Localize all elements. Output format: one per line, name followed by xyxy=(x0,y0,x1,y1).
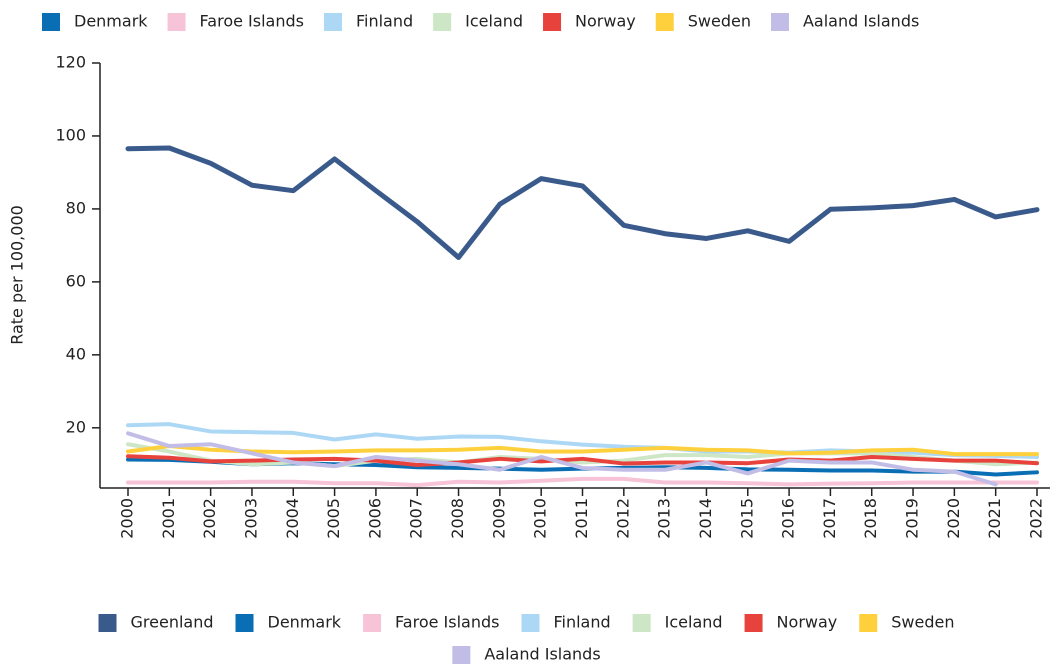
x-tick-label: 2005 xyxy=(324,498,343,539)
legend-item: Iceland xyxy=(632,613,723,632)
series-line xyxy=(126,444,1039,457)
y-tick-label: 100 xyxy=(55,125,86,144)
series-line xyxy=(126,476,1039,488)
legend-swatch xyxy=(632,614,651,632)
series-line xyxy=(125,145,1040,260)
legend-label: Aaland Islands xyxy=(803,12,919,31)
x-tick-label: 2003 xyxy=(241,498,260,539)
x-tick-label: 2008 xyxy=(448,498,467,539)
legend-label: Norway xyxy=(575,12,636,31)
x-tick-label: 2017 xyxy=(820,498,839,539)
legend-label: Greenland xyxy=(131,613,214,632)
x-tick-label: 2006 xyxy=(365,498,384,539)
x-tick-label: 2010 xyxy=(531,498,550,539)
legend-item: Sweden xyxy=(655,12,751,31)
legend-swatch xyxy=(543,13,562,31)
legend-label: Faroe Islands xyxy=(200,12,304,31)
legend-item: Finland xyxy=(521,613,611,632)
legend-label: Finland xyxy=(553,613,610,632)
legend-label: Iceland xyxy=(665,613,723,632)
x-tick-label: 2009 xyxy=(489,498,508,539)
legend-item: Finland xyxy=(323,12,413,31)
x-tick-label: 2012 xyxy=(613,498,632,539)
legend-item: Sweden xyxy=(859,613,954,632)
x-tick-label: 2014 xyxy=(696,498,715,539)
y-tick-label: 20 xyxy=(66,417,86,436)
x-tick-label: 2004 xyxy=(283,498,302,539)
top-legend: Denmark Faroe Islands Finland Iceland Norway… xyxy=(42,12,919,31)
legend-item: Aaland Islands xyxy=(770,12,919,31)
x-tick-label: 2019 xyxy=(903,498,922,539)
y-tick-label: 80 xyxy=(66,198,86,217)
legend-item: Norway xyxy=(744,613,838,632)
legend-swatch xyxy=(167,13,186,31)
legend-item: Denmark xyxy=(42,12,148,31)
series-line xyxy=(126,431,998,487)
legend-label: Denmark xyxy=(74,12,148,31)
y-tick-label: 60 xyxy=(66,271,86,290)
y-tick-label: 40 xyxy=(66,344,86,363)
legend-swatch xyxy=(859,614,878,632)
x-tick-label: 2016 xyxy=(779,498,798,539)
legend-item: Faroe Islands xyxy=(363,613,499,632)
legend-label: Norway xyxy=(777,613,838,632)
x-tick-label: 2013 xyxy=(655,498,674,539)
x-tick-label: 2021 xyxy=(985,498,1004,539)
legend-item: Faroe Islands xyxy=(167,12,304,31)
y-tick-label: 120 xyxy=(55,53,86,72)
x-tick-label: 2015 xyxy=(737,498,756,539)
legend-swatch xyxy=(521,614,540,632)
x-tick-label: 2002 xyxy=(200,498,219,539)
series-line xyxy=(126,442,1039,469)
legend-label: Sweden xyxy=(688,12,751,31)
y-axis-label: Rate per 100,000 xyxy=(8,205,27,345)
x-tick-label: 2011 xyxy=(572,498,591,539)
legend-label: Faroe Islands xyxy=(395,613,499,632)
x-tick-label: 2000 xyxy=(118,498,137,539)
legend-label: Iceland xyxy=(465,12,523,31)
legend-swatch xyxy=(98,614,117,632)
legend-label: Aaland Islands xyxy=(484,645,600,664)
legend-item: Greenland xyxy=(98,613,214,632)
legend-swatch xyxy=(323,13,342,31)
x-tick-label: 2018 xyxy=(861,498,880,539)
x-tick-label: 2020 xyxy=(944,498,963,539)
legend-swatch xyxy=(655,13,674,31)
legend-label: Finland xyxy=(356,12,413,31)
legend-label: Sweden xyxy=(891,613,954,632)
legend-swatch xyxy=(744,614,763,632)
legend-swatch xyxy=(770,13,789,31)
legend-swatch xyxy=(235,614,254,632)
legend-item: Norway xyxy=(543,12,636,31)
bottom-legend: Greenland Denmark Faroe Islands Finland Icel… xyxy=(98,613,954,664)
x-tick-label: 2007 xyxy=(407,498,426,539)
legend-item: Aaland Islands xyxy=(452,645,601,664)
legend-label: Denmark xyxy=(268,613,342,632)
legend-swatch xyxy=(42,13,60,31)
x-tick-label: 2001 xyxy=(159,498,178,539)
legend-swatch xyxy=(433,13,452,31)
legend-item: Denmark xyxy=(235,613,342,632)
x-tick-label: 2022 xyxy=(1027,498,1046,539)
legend-item: Iceland xyxy=(433,12,523,31)
legend-swatch xyxy=(363,614,382,632)
legend-swatch xyxy=(452,646,471,664)
